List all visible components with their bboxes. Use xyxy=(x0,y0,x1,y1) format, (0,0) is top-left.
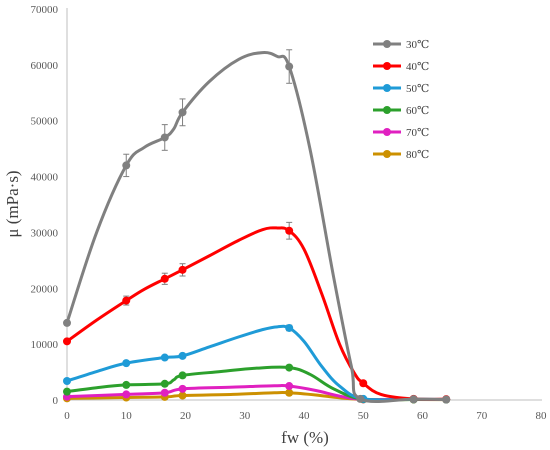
y-tick-label: 0 xyxy=(53,395,59,407)
data-point xyxy=(122,296,131,305)
x-tick-label: 50 xyxy=(358,410,370,422)
legend: 30℃ 40℃ 50℃ 60℃ 70℃ 80℃ xyxy=(373,39,429,161)
x-tick-label: 0 xyxy=(64,410,70,422)
y-tick-label: 30000 xyxy=(31,227,59,239)
x-tick-label: 10 xyxy=(121,410,133,422)
series-50℃ xyxy=(63,323,451,404)
data-point xyxy=(359,379,368,388)
data-point xyxy=(409,395,418,404)
series-line xyxy=(65,324,448,402)
y-tick-label: 40000 xyxy=(31,172,59,184)
y-tick-label: 70000 xyxy=(31,4,59,16)
legend-item: 50℃ xyxy=(373,83,429,95)
x-tick-label: 40 xyxy=(299,410,311,422)
legend-label: 60℃ xyxy=(406,105,429,117)
x-tick-label: 30 xyxy=(239,410,251,422)
legend-label: 80℃ xyxy=(406,149,429,161)
legend-item: 70℃ xyxy=(373,127,429,139)
y-tick-label: 50000 xyxy=(31,116,59,128)
data-point xyxy=(160,274,169,283)
data-point xyxy=(285,382,294,391)
legend-item: 80℃ xyxy=(373,149,429,161)
series-line xyxy=(65,50,448,404)
data-point xyxy=(285,323,294,332)
legend-swatch-marker xyxy=(383,62,391,70)
data-point xyxy=(285,226,294,235)
series-30℃ xyxy=(63,49,451,404)
data-point xyxy=(122,359,131,368)
data-point xyxy=(63,377,71,386)
data-point xyxy=(160,133,169,142)
data-point xyxy=(178,384,187,393)
data-point xyxy=(285,62,294,71)
series-layer xyxy=(63,49,451,404)
data-point xyxy=(160,379,169,388)
legend-label: 30℃ xyxy=(406,39,429,51)
data-point xyxy=(122,380,131,389)
data-point xyxy=(442,395,451,404)
x-axis-title: fw (%) xyxy=(281,428,329,447)
y-tick-label: 20000 xyxy=(31,283,59,295)
x-tick-label: 80 xyxy=(536,410,548,422)
data-point xyxy=(178,351,187,360)
y-tick-label: 60000 xyxy=(31,60,59,72)
data-point xyxy=(63,318,71,327)
legend-swatch-marker xyxy=(383,40,391,48)
legend-item: 40℃ xyxy=(373,61,429,73)
legend-swatch-marker xyxy=(383,84,391,92)
x-tick-label: 20 xyxy=(180,410,192,422)
data-point xyxy=(178,265,187,274)
legend-item: 60℃ xyxy=(373,105,429,117)
data-point xyxy=(63,387,71,396)
legend-swatch-marker xyxy=(383,150,391,158)
data-point xyxy=(356,394,365,403)
legend-swatch-marker xyxy=(383,128,391,136)
x-tick-label: 70 xyxy=(476,410,488,422)
series-line xyxy=(65,226,448,401)
legend-label: 70℃ xyxy=(406,127,429,139)
data-point xyxy=(160,388,169,397)
y-tick-label: 10000 xyxy=(31,339,59,351)
data-point xyxy=(122,161,131,170)
y-axis-title: μ (mPa·s) xyxy=(3,170,22,237)
x-tick-label: 60 xyxy=(417,410,429,422)
data-point xyxy=(178,391,187,400)
data-point xyxy=(63,337,71,346)
legend-swatch-marker xyxy=(383,106,391,114)
x-tick-labels: 0 10 20 30 40 50 60 70 80 xyxy=(64,410,547,422)
legend-label: 50℃ xyxy=(406,83,429,95)
data-point xyxy=(122,390,131,399)
series-40℃ xyxy=(63,221,451,404)
data-point xyxy=(160,353,169,362)
data-point xyxy=(285,388,294,397)
legend-label: 40℃ xyxy=(406,61,429,73)
data-point xyxy=(178,371,187,380)
legend-item: 30℃ xyxy=(373,39,429,51)
data-point xyxy=(285,363,294,372)
data-point xyxy=(178,108,187,117)
y-tick-labels: 0 10000 20000 30000 40000 50000 60000 70000 xyxy=(31,4,59,407)
